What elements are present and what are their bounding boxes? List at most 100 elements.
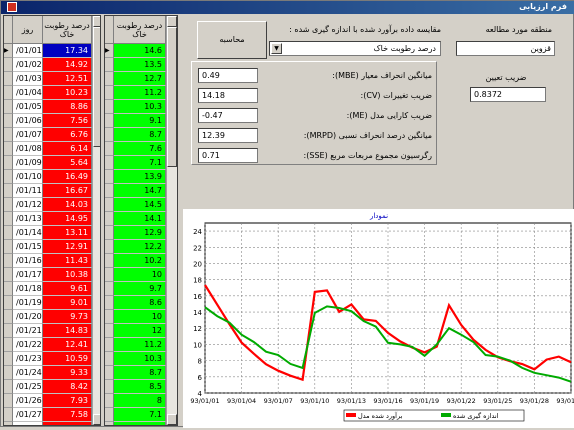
scroll-up-button[interactable] — [93, 16, 100, 27]
table-row[interactable]: 7.6 — [105, 142, 177, 156]
cell-day[interactable]: /01/04 — [13, 86, 43, 100]
table-row[interactable]: /01/10 16.49 — [4, 170, 100, 184]
table-row[interactable]: 14.1 — [105, 212, 177, 226]
table-row[interactable]: ▶ 14.6 — [105, 44, 177, 58]
cell-value[interactable]: 8.42 — [43, 380, 92, 394]
cell-value[interactable]: 14.92 — [43, 58, 92, 72]
cell-value[interactable]: 9.61 — [43, 282, 92, 296]
cell-measured[interactable]: 7.1 — [114, 156, 166, 170]
cell-value[interactable]: 10.23 — [43, 86, 92, 100]
cell-measured[interactable]: 12.7 — [114, 72, 166, 86]
table-row[interactable]: /01/16 11.43 — [4, 254, 100, 268]
table-row[interactable]: 12.9 — [105, 226, 177, 240]
cell-value[interactable]: 9.73 — [43, 310, 92, 324]
cell-day[interactable]: /01/14 — [13, 226, 43, 240]
cell-value[interactable]: 7.56 — [43, 114, 92, 128]
cell-day[interactable]: /01/25 — [13, 380, 43, 394]
table-row[interactable]: ▶/01/01 17.34 — [4, 44, 100, 58]
table-row[interactable]: 10.2 — [105, 254, 177, 268]
table-row[interactable]: 8.7 — [105, 128, 177, 142]
cell-value[interactable]: 10.59 — [43, 352, 92, 366]
cell-value[interactable]: 10.38 — [43, 268, 92, 282]
table-row[interactable]: 13.9 — [105, 170, 177, 184]
table-row[interactable]: 14.7 — [105, 184, 177, 198]
cell-value[interactable]: 14.03 — [43, 198, 92, 212]
cell-measured[interactable]: 9.7 — [114, 282, 166, 296]
table-row[interactable]: 10 — [105, 310, 177, 324]
cell-day[interactable]: /01/08 — [13, 142, 43, 156]
chevron-down-icon[interactable]: ▼ — [271, 43, 282, 54]
table-row[interactable]: 9.1 — [105, 114, 177, 128]
cell-value[interactable]: 17.34 — [43, 44, 92, 58]
cell-day[interactable]: /01/16 — [13, 254, 43, 268]
cell-value[interactable]: 9.01 — [43, 296, 92, 310]
scroll-thumb[interactable] — [167, 27, 177, 167]
cell-day[interactable]: /01/11 — [13, 184, 43, 198]
cell-value[interactable]: 12.51 — [43, 72, 92, 86]
cell-measured[interactable]: 11.2 — [114, 338, 166, 352]
cell-value[interactable]: 9.33 — [43, 366, 92, 380]
cell-measured[interactable]: 13.9 — [114, 170, 166, 184]
metric-field[interactable]: 0.71 — [198, 148, 258, 163]
cell-measured[interactable]: 10.3 — [114, 100, 166, 114]
table-row[interactable]: /01/21 14.83 — [4, 324, 100, 338]
table-row[interactable]: /01/20 9.73 — [4, 310, 100, 324]
metric-field[interactable]: 12.39 — [198, 128, 258, 143]
table-row[interactable]: 10.3 — [105, 352, 177, 366]
table-row[interactable]: /01/11 16.67 — [4, 184, 100, 198]
grid-model[interactable]: روز درصد رطوبت خاک ▶/01/01 17.34/01/02 14.92… — [3, 15, 101, 426]
table-row[interactable]: 11.2 — [105, 86, 177, 100]
cell-measured[interactable]: 8.7 — [114, 366, 166, 380]
cell-measured[interactable]: 10.2 — [114, 254, 166, 268]
cell-day[interactable]: /01/06 — [13, 114, 43, 128]
table-row[interactable]: /01/14 13.11 — [4, 226, 100, 240]
cell-measured[interactable]: 14.5 — [114, 198, 166, 212]
table-row[interactable]: 10 — [105, 268, 177, 282]
cell-measured[interactable]: 12.2 — [114, 240, 166, 254]
table-row[interactable]: 12.7 — [105, 72, 177, 86]
table-row[interactable]: 10.3 — [105, 100, 177, 114]
cell-day[interactable]: /01/27 — [13, 408, 43, 422]
table-row[interactable]: /01/06 7.56 — [4, 114, 100, 128]
cell-measured[interactable]: 10 — [114, 310, 166, 324]
cell-value[interactable]: 7.93 — [43, 394, 92, 408]
scroll-down-button[interactable] — [167, 414, 177, 425]
cell-day[interactable]: /01/21 — [13, 324, 43, 338]
cell-day[interactable]: /01/19 — [13, 296, 43, 310]
cell-value[interactable]: 6.14 — [43, 142, 92, 156]
table-row[interactable]: /01/286.93 — [4, 422, 100, 425]
grid-model-scrollbar[interactable] — [92, 16, 100, 425]
cell-value[interactable]: 5.64 — [43, 156, 92, 170]
table-row[interactable]: /01/23 10.59 — [4, 352, 100, 366]
table-row[interactable]: 8.7 — [105, 366, 177, 380]
cell-day[interactable]: /01/10 — [13, 170, 43, 184]
metric-field[interactable]: 14.18 — [198, 88, 258, 103]
cell-day[interactable]: /01/07 — [13, 128, 43, 142]
table-row[interactable]: 7.1 — [105, 408, 177, 422]
cell-day[interactable]: /01/18 — [13, 282, 43, 296]
table-row[interactable]: 7.1 — [105, 156, 177, 170]
cell-measured[interactable]: 8.5 — [114, 380, 166, 394]
table-row[interactable]: /01/15 12.91 — [4, 240, 100, 254]
grid-measured-scrollbar[interactable] — [166, 16, 177, 425]
cell-day[interactable]: /01/05 — [13, 100, 43, 114]
table-row[interactable]: 8.5 — [105, 380, 177, 394]
cell-value[interactable]: 14.83 — [43, 324, 92, 338]
cell-measured[interactable]: 14.1 — [114, 212, 166, 226]
cell-day[interactable]: /01/28 — [13, 422, 43, 425]
table-row[interactable]: 12.2 — [105, 240, 177, 254]
cell-measured[interactable]: 7.6 — [114, 142, 166, 156]
table-row[interactable]: /01/09 5.64 — [4, 156, 100, 170]
table-row[interactable]: /01/26 7.93 — [4, 394, 100, 408]
table-row[interactable]: 11.2 — [105, 338, 177, 352]
scroll-down-button[interactable] — [93, 414, 100, 425]
cell-day[interactable]: /01/15 — [13, 240, 43, 254]
table-row[interactable]: /01/19 9.01 — [4, 296, 100, 310]
table-row[interactable]: /01/22 12.41 — [4, 338, 100, 352]
table-row[interactable]: 8 — [105, 394, 177, 408]
table-row[interactable]: 8.6 — [105, 296, 177, 310]
cell-value[interactable]: 8.86 — [43, 100, 92, 114]
cell-value[interactable]: 13.11 — [43, 226, 92, 240]
table-row[interactable]: 12 — [105, 324, 177, 338]
table-row[interactable]: 6.5 — [105, 422, 177, 425]
